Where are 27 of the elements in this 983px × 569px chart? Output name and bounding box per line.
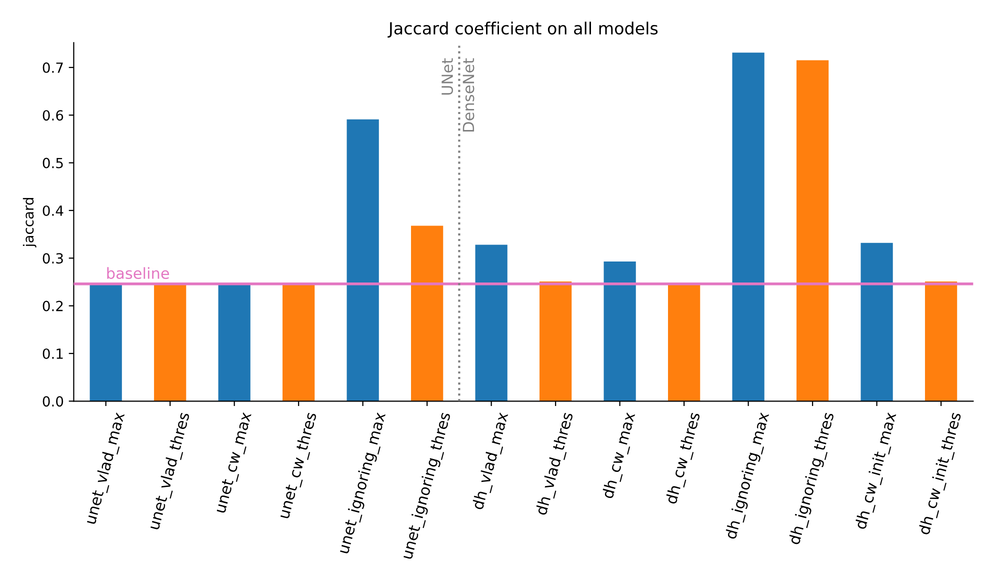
y-tick-label: 0.7 <box>42 62 63 73</box>
y-axis-title: jaccard <box>22 198 36 248</box>
bar <box>604 261 636 402</box>
annotation: UNet <box>442 58 454 95</box>
y-tick-label: 0.2 <box>42 300 63 312</box>
bar <box>540 281 572 402</box>
bar <box>346 119 379 402</box>
bar <box>924 281 958 402</box>
bar <box>154 284 186 402</box>
bar <box>90 284 122 402</box>
annotation: DenseNet <box>462 58 474 132</box>
y-tick-label: 0.0 <box>42 396 64 407</box>
ref-line-label: baseline <box>107 267 170 280</box>
y-tick-label: 0.3 <box>42 253 63 264</box>
bar <box>860 242 893 402</box>
bar <box>411 226 444 402</box>
bar <box>668 283 700 402</box>
y-tick-label: 0.1 <box>42 348 63 359</box>
bar <box>218 284 250 402</box>
bar <box>282 284 315 402</box>
chart-title: Jaccard coefficient on all models <box>388 22 658 38</box>
bar <box>732 52 764 402</box>
bar <box>475 244 508 402</box>
y-tick-label: 0.5 <box>42 158 63 168</box>
bar <box>796 60 829 402</box>
y-tick-label: 0.6 <box>42 110 64 121</box>
y-tick-label: 0.4 <box>42 205 64 216</box>
